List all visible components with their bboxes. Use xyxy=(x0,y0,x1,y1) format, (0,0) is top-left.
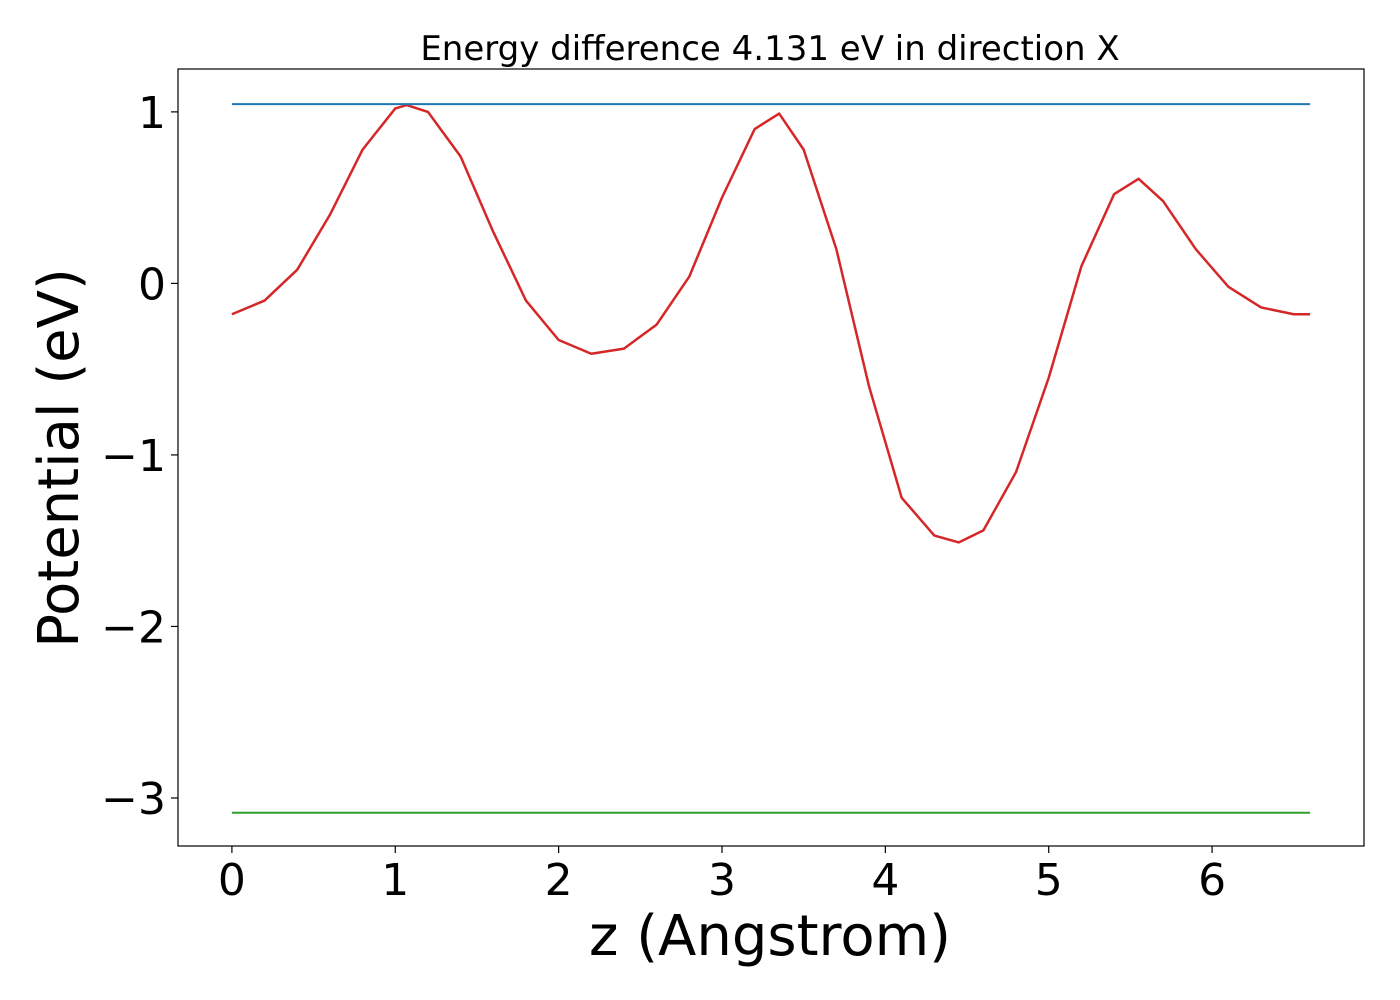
y-axis-title: Potential (eV) xyxy=(27,268,92,648)
series-line-1 xyxy=(231,103,1311,544)
x-tick-label: 1 xyxy=(381,855,409,906)
plot-area-frame xyxy=(177,68,1365,847)
y-tick-label: −3 xyxy=(101,774,166,825)
x-tick-label: 3 xyxy=(708,855,736,906)
series-layer xyxy=(231,103,1311,814)
x-tick-label: 4 xyxy=(871,855,899,906)
x-tick-label: 5 xyxy=(1035,855,1063,906)
y-tick-label: −1 xyxy=(101,431,166,482)
x-axis: 0 1 2 3 4 5 6 xyxy=(218,846,1226,906)
y-tick-label: −2 xyxy=(101,602,166,653)
chart-title: Energy difference 4.131 eV in direction … xyxy=(420,29,1119,69)
x-tick-label: 0 xyxy=(218,855,246,906)
y-tick-label: 1 xyxy=(138,88,166,139)
y-tick-label: 0 xyxy=(138,259,166,310)
x-axis-title: z (Angstrom) xyxy=(589,904,951,969)
x-tick-label: 2 xyxy=(545,855,573,906)
x-tick-label: 6 xyxy=(1198,855,1226,906)
y-axis: 1 0 −1 −2 −3 xyxy=(101,88,178,825)
